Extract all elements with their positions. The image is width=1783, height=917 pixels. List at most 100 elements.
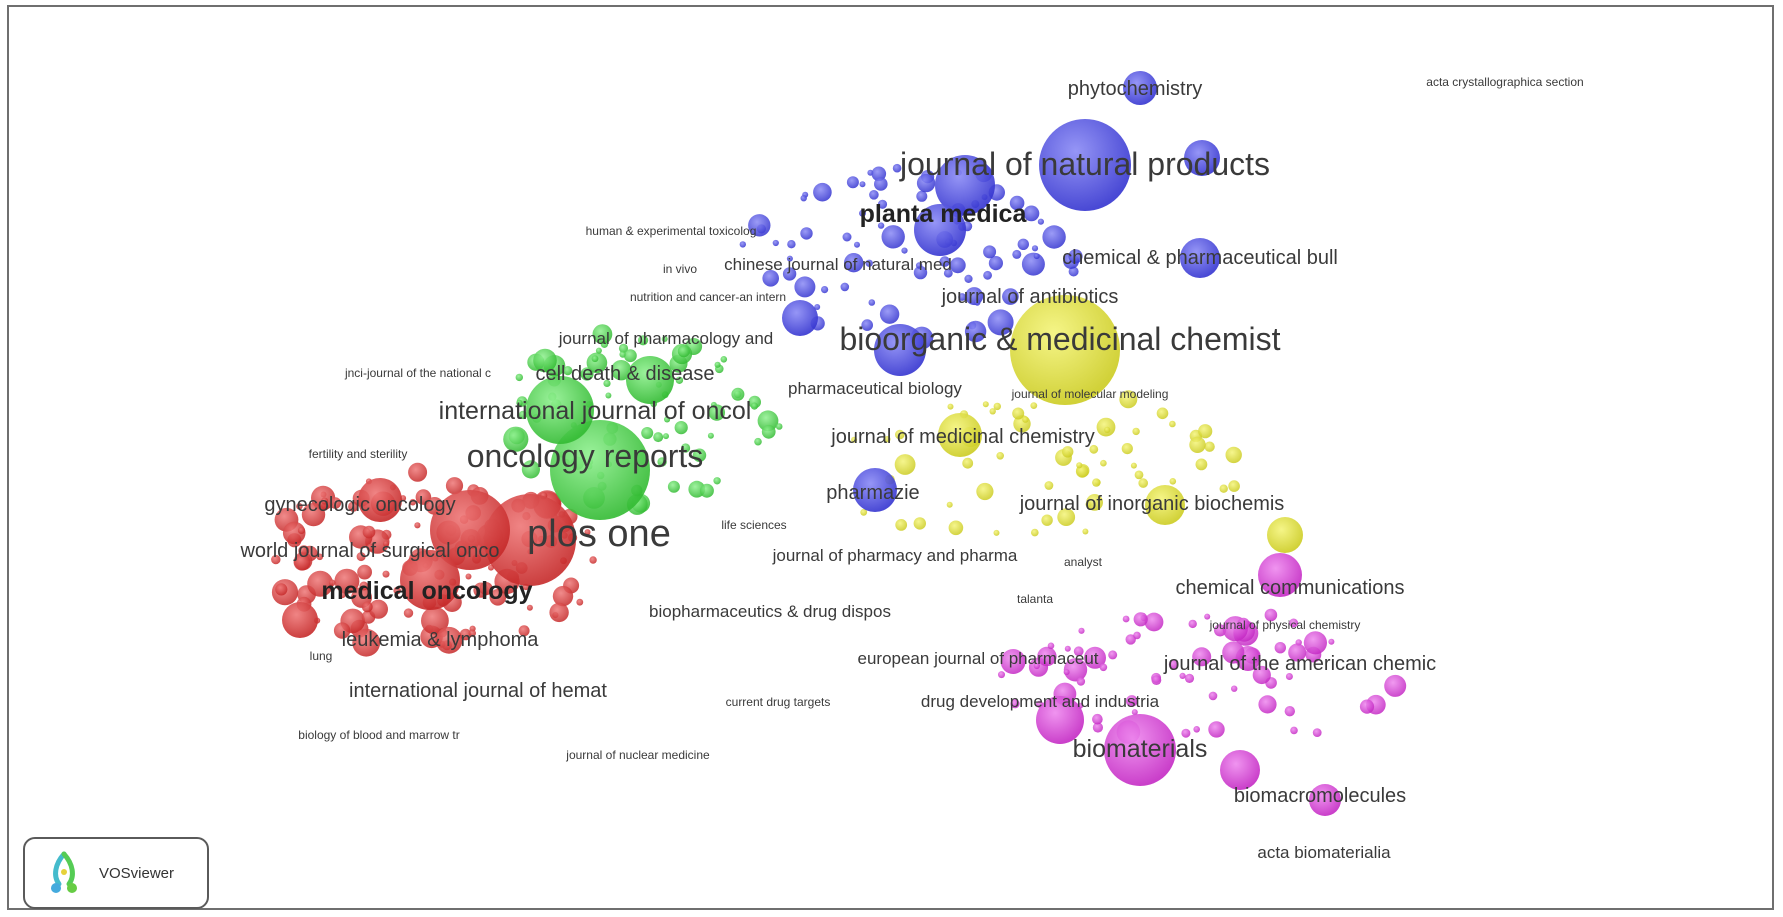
red-cluster-node[interactable] [552,585,574,607]
blue-cluster-node[interactable] [842,232,852,242]
red-cluster-node[interactable] [383,540,389,547]
blue-cluster-node[interactable] [859,209,866,217]
yellow-cluster-node[interactable] [1062,446,1074,458]
purple-cluster-node[interactable] [1092,713,1103,725]
yellow-cluster-node[interactable] [1169,478,1177,485]
node-cell-death-disease[interactable] [626,356,674,404]
green-cluster-node[interactable] [641,427,654,439]
red-cluster-node[interactable] [435,626,463,654]
yellow-cluster-node[interactable] [1121,443,1133,455]
yellow-cluster-node[interactable] [989,408,996,415]
blue-cluster-node[interactable] [794,276,816,298]
red-cluster-node[interactable] [321,497,329,505]
blue-cluster-node[interactable] [1042,225,1066,249]
purple-cluster-node[interactable] [1274,642,1287,654]
green-cluster-node[interactable] [674,421,688,435]
purple-cluster-node[interactable] [1131,709,1138,716]
purple-cluster-node[interactable] [1047,642,1055,650]
green-cluster-node[interactable] [708,404,725,421]
blue-cluster-node[interactable] [877,199,888,209]
red-cluster-node[interactable] [359,581,369,591]
red-cluster-node[interactable] [329,497,342,509]
green-cluster-node[interactable] [586,352,608,374]
node-purple-right[interactable] [1220,750,1260,790]
purple-cluster-node[interactable] [1037,646,1057,667]
yellow-cluster-node[interactable] [947,403,954,410]
green-cluster-node[interactable] [603,379,611,387]
red-cluster-node[interactable] [459,628,472,641]
green-cluster-node[interactable] [692,448,707,462]
purple-cluster-node[interactable] [1000,649,1026,674]
blue-cluster-node[interactable] [983,270,992,280]
blue-cluster-node[interactable] [958,293,966,301]
purple-cluster-node[interactable] [1193,726,1200,733]
yellow-cluster-node[interactable] [1134,470,1144,480]
node-journal-of-natural-products[interactable] [1039,119,1131,211]
node-biomacromolecules[interactable] [1309,784,1341,816]
purple-cluster-node[interactable] [1133,631,1141,640]
red-cluster-node[interactable] [421,606,449,635]
yellow-cluster-node[interactable] [976,482,994,501]
purple-cluster-node[interactable] [1208,721,1225,738]
green-cluster-node[interactable] [750,402,759,410]
yellow-cluster-node[interactable] [913,517,926,530]
node-bioorganic-blue[interactable] [874,324,926,376]
purple-cluster-node[interactable] [1303,631,1327,655]
purple-cluster-node[interactable] [1328,638,1335,645]
red-cluster-node[interactable] [409,498,417,506]
purple-cluster-node[interactable] [1231,685,1238,692]
blue-cluster-node[interactable] [786,255,793,262]
purple-cluster-node[interactable] [1181,728,1191,738]
blue-cluster-node[interactable] [879,304,900,324]
green-cluster-node[interactable] [761,424,776,439]
green-cluster-node[interactable] [663,433,669,440]
blue-cluster-node[interactable] [988,256,1004,271]
blue-cluster-node[interactable] [868,299,876,306]
red-cluster-node[interactable] [403,608,414,618]
blue-cluster-node[interactable] [892,163,902,173]
purple-cluster-node[interactable] [1076,677,1086,686]
green-cluster-node[interactable] [681,443,691,453]
red-cluster-node[interactable] [328,579,336,587]
yellow-cluster-node[interactable] [1012,407,1025,420]
node-purple-mid[interactable] [1036,696,1084,744]
blue-cluster-node[interactable] [1023,205,1040,222]
blue-cluster-node[interactable] [772,239,779,247]
purple-cluster-node[interactable] [1188,619,1197,629]
purple-cluster-node[interactable] [1222,641,1245,664]
purple-cluster-node[interactable] [1168,659,1179,670]
yellow-cluster-node[interactable] [1195,458,1208,471]
green-cluster-node[interactable] [675,376,684,384]
blue-cluster-node[interactable] [840,282,850,292]
blue-cluster-node[interactable] [748,214,771,237]
node-international-journal-of-oncol[interactable] [526,376,594,444]
purple-cluster-node[interactable] [1264,608,1278,622]
purple-cluster-node[interactable] [1312,728,1322,737]
blue-cluster-node[interactable] [1002,288,1019,305]
blue-cluster-node[interactable] [813,182,832,202]
yellow-cluster-node[interactable] [1089,444,1099,454]
red-cluster-node[interactable] [361,601,373,613]
red-cluster-node[interactable] [333,622,351,639]
green-cluster-node[interactable] [518,410,528,420]
blue-cluster-node[interactable] [915,262,923,269]
purple-cluster-node[interactable] [1179,672,1186,680]
blue-cluster-node[interactable] [877,222,885,229]
red-cluster-node[interactable] [465,573,472,580]
blue-cluster-node[interactable] [787,240,796,249]
blue-cluster-node[interactable] [987,309,1014,336]
blue-cluster-node[interactable] [739,241,746,248]
yellow-cluster-node[interactable] [982,401,989,408]
yellow-cluster-node[interactable] [1119,390,1138,409]
red-cluster-node[interactable] [275,583,288,596]
red-cluster-node[interactable] [468,629,476,637]
purple-cluster-node[interactable] [1237,617,1250,630]
red-cluster-node[interactable] [296,503,303,510]
yellow-cluster-node[interactable] [1138,478,1148,488]
red-cluster-node[interactable] [368,599,388,619]
green-cluster-node[interactable] [516,399,523,407]
blue-cluster-node[interactable] [782,267,797,281]
red-cluster-node[interactable] [316,553,324,561]
red-cluster-node[interactable] [334,568,360,594]
